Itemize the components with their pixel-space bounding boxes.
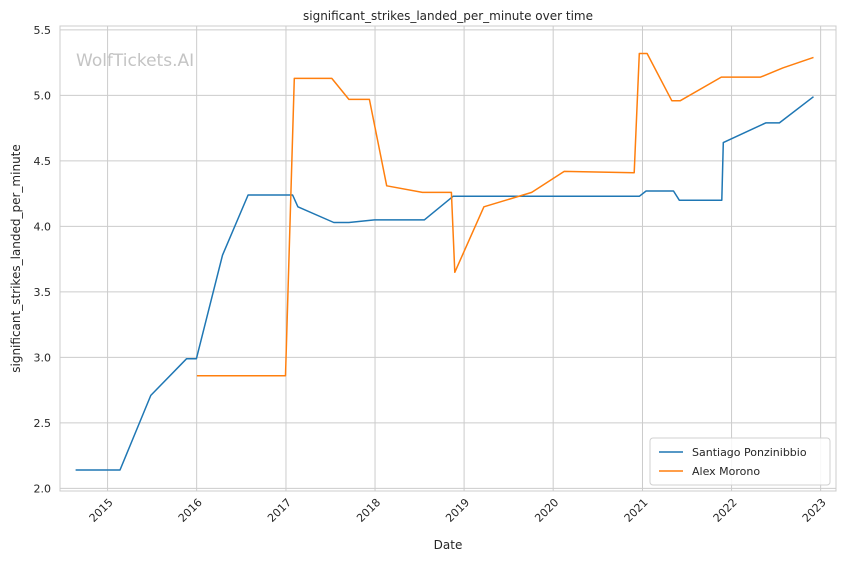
- x-tick-label: 2018: [354, 496, 383, 525]
- legend-label: Santiago Ponzinibbio: [692, 446, 807, 459]
- x-tick-label: 2016: [176, 496, 205, 525]
- x-tick-label: 2020: [532, 496, 561, 525]
- y-tick-label: 3.0: [34, 351, 52, 364]
- x-tick-label: 2019: [443, 496, 472, 525]
- y-tick-label: 3.5: [34, 286, 52, 299]
- x-tick-label: 2015: [87, 496, 116, 525]
- x-tick-label: 2021: [622, 496, 651, 525]
- y-tick-label: 4.0: [34, 220, 52, 233]
- watermark: WolfTickets.AI: [76, 51, 194, 71]
- x-axis-ticks: 2015 2016 2017 2018 2019 2020 2021 2022 2023: [87, 496, 829, 525]
- y-tick-label: 4.5: [34, 155, 52, 168]
- plot-area: [59, 25, 837, 492]
- x-tick-label: 2022: [711, 496, 740, 525]
- x-tick-label: 2023: [800, 496, 829, 525]
- legend: Santiago Ponzinibbio Alex Morono: [649, 437, 831, 486]
- y-tick-label: 5.0: [34, 89, 52, 102]
- y-tick-label: 2.0: [34, 482, 52, 495]
- y-tick-label: 2.5: [34, 417, 52, 430]
- series-line-1: [75, 96, 814, 471]
- legend-label: Alex Morono: [692, 465, 760, 478]
- chart-title: significant_strikes_landed_per_minute ov…: [303, 9, 593, 23]
- y-axis-title: significant_strikes_landed_per_minute: [9, 144, 23, 373]
- y-axis-ticks: 2.0 2.5 3.0 3.5 4.0 4.5 5.0 5.5: [34, 24, 52, 495]
- x-tick-label: 2017: [265, 496, 294, 525]
- y-tick-label: 5.5: [34, 24, 52, 37]
- series-lines: [75, 52, 814, 471]
- series-line-2: [196, 52, 814, 377]
- x-axis-title: Date: [434, 538, 463, 552]
- legend-frame: [649, 437, 831, 486]
- grid-lines: [60, 26, 836, 491]
